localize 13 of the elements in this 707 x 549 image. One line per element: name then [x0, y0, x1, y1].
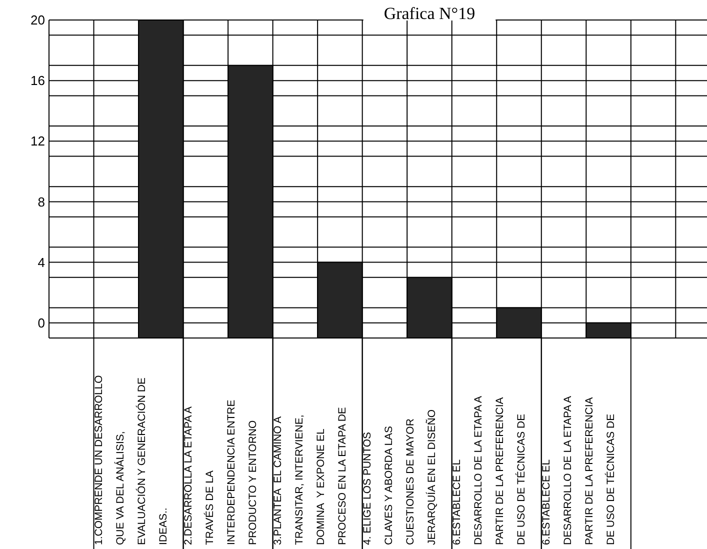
y-tick-label: 12 — [30, 134, 45, 149]
x-tick-label: 3.PLANTEA EL CAMINO A TRANSITAR, INTERVIENE, DOMINA Y EXPONE EL PROCESO EN LA ETAPA DE — [272, 407, 348, 545]
y-tick-label: 8 — [38, 194, 45, 210]
y-tick-label: 20 — [30, 12, 45, 28]
y-tick-label: 4 — [38, 254, 45, 270]
chart-title: Grafica N°19 — [384, 4, 476, 23]
x-tick-label: 6.ESTABLECE EL DESARROLLO DE LA ETAPA A PARTIR DE LA PREFERENCIA DE USO DE TÉCNICAS DE — [540, 396, 617, 545]
y-tick-label: 0 — [38, 315, 45, 330]
y-tick-label: 16 — [30, 73, 45, 88]
x-tick-label: 4. ELIGE LOS PUNTOS CLAVES Y ABORDA LAS CUESTIONES DE MAYOR JERARQUÍA EN EL DISEÑO — [361, 409, 438, 545]
x-tick-label: 6.ESTABLECE EL DESARROLLO DE LA ETAPA A PARTIR DE LA PREFERENCIA DE USO DE TÉCNICAS DE — [450, 396, 528, 545]
x-tick-label: 2.DESARROLLA LA ETAPA A TRAVÉS DE LA INTERDEPENDENCIA ENTRE PRODUCTO Y ENTORNO — [182, 400, 259, 545]
x-tick-label: 1.COMPRENDE UN DESARROLLO QUE VA DEL ANÁLISIS, EVALUACIÓN Y GENERACIÓN DE IDEAS.. — [92, 375, 170, 545]
